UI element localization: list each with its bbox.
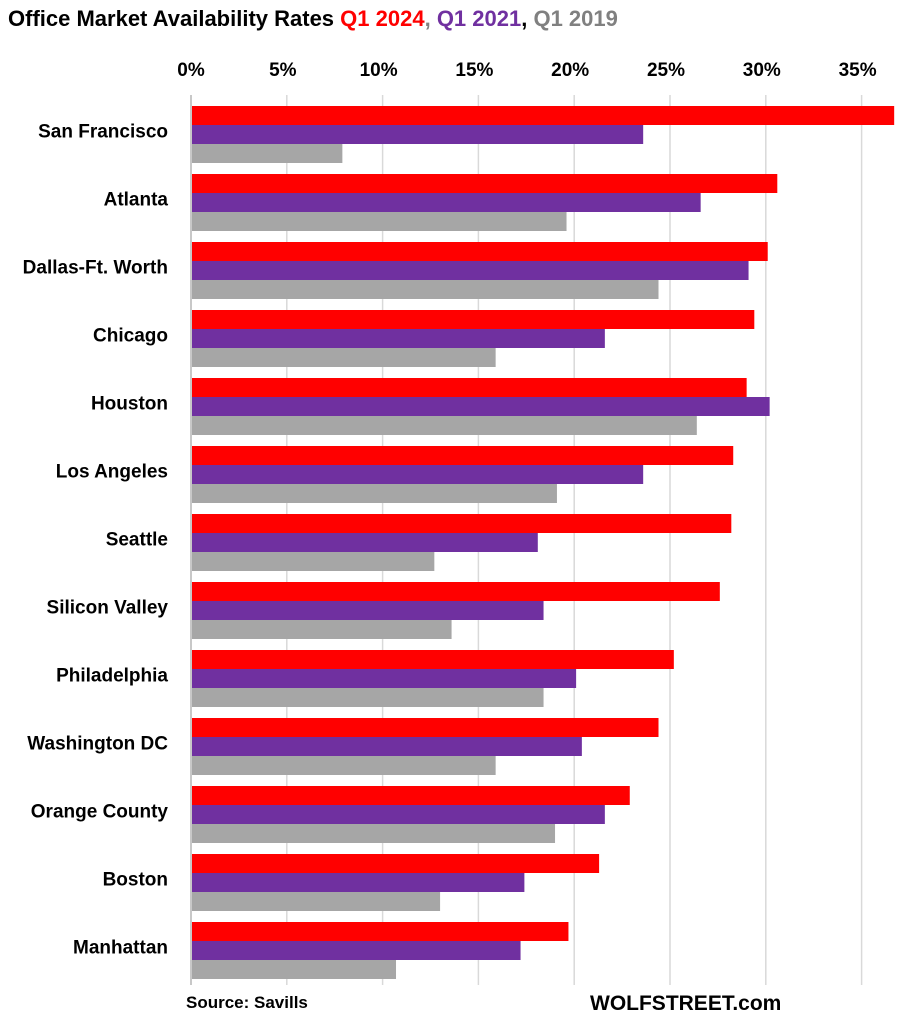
source-note: Source: Savills [186,993,308,1012]
category-label: San Francisco [38,122,168,143]
bar-group [192,378,770,435]
bar-q1-2019 [192,756,496,775]
bar-q1-2019 [192,620,452,639]
bar-q1-2021 [192,329,605,348]
watermark: WOLFSTREET.com [590,992,781,1015]
x-tick-label: 20% [551,60,589,81]
category-label: Dallas-Ft. Worth [23,258,168,279]
bar-q1-2024 [192,106,895,125]
bar-q1-2019 [192,960,397,979]
x-tick-label: 10% [360,60,398,81]
bar-q1-2021 [192,737,582,756]
bar-q1-2024 [192,446,734,465]
bar-q1-2021 [192,941,521,960]
category-label: Philadelphia [56,666,168,687]
bar-q1-2021 [192,465,644,484]
bar-q1-2021 [192,533,538,552]
title-part-0: Q1 2024 [340,6,425,31]
bar-q1-2024 [192,310,755,329]
title-part-2: Q1 2021 [437,6,521,31]
bar-q1-2021 [192,125,644,144]
x-tick-label: 15% [455,60,493,81]
bar-q1-2024 [192,922,569,941]
category-label: Boston [103,870,168,891]
category-label: Atlanta [104,190,169,211]
bar-q1-2024 [192,174,778,193]
bar-group [192,786,630,843]
category-label: Orange County [31,802,169,823]
bar-group [192,174,778,231]
bar-q1-2024 [192,378,747,397]
title-part-3: , [521,6,533,31]
category-label: Seattle [106,530,168,551]
x-tick-label: 0% [177,60,205,81]
bar-q1-2019 [192,144,343,163]
x-tick-label: 35% [839,60,877,81]
category-label: Los Angeles [56,462,168,483]
bar-q1-2021 [192,193,701,212]
bar-group [192,242,768,299]
bar-group [192,446,734,503]
bar-q1-2024 [192,242,768,261]
bar-q1-2021 [192,805,605,824]
category-label: Manhattan [73,938,168,959]
bar-group [192,514,732,571]
chart-title-prefix: Office Market Availability Rates [8,6,340,31]
bar-q1-2019 [192,892,441,911]
bar-q1-2019 [192,824,556,843]
bar-q1-2021 [192,601,544,620]
x-tick-label: 30% [743,60,781,81]
category-label: Chicago [93,326,168,347]
bar-group [192,922,569,979]
bar-q1-2024 [192,718,659,737]
bar-group [192,718,659,775]
bar-q1-2021 [192,873,525,892]
bar-group [192,106,895,163]
x-axis-tick-labels: 0% 5% 10% 15% 20% 25% 30% 35% [177,60,876,81]
bar-group [192,582,720,639]
bar-q1-2019 [192,212,567,231]
bar-q1-2024 [192,854,600,873]
category-label: Silicon Valley [47,598,169,619]
bar-q1-2021 [192,261,749,280]
bar-q1-2019 [192,484,557,503]
bar-group [192,854,600,911]
bar-q1-2024 [192,514,732,533]
bar-q1-2021 [192,669,577,688]
bar-group [192,310,755,367]
bar-q1-2019 [192,280,659,299]
category-label: Washington DC [27,734,168,755]
bar-q1-2024 [192,582,720,601]
category-labels: San Francisco Atlanta Dallas-Ft. Worth Chic… [23,122,169,959]
bar-q1-2024 [192,650,674,669]
category-label: Houston [91,394,168,415]
bar-q1-2021 [192,397,770,416]
chart-title: Office Market Availability Rates Q1 2024… [8,6,618,31]
bar-q1-2019 [192,552,435,571]
x-tick-label: 25% [647,60,685,81]
x-tick-label: 5% [269,60,297,81]
bar-group [192,650,674,707]
title-part-1: , [425,6,437,31]
bar-q1-2024 [192,786,630,805]
bar-q1-2019 [192,416,697,435]
bars [192,106,895,979]
bar-q1-2019 [192,688,544,707]
bar-q1-2019 [192,348,496,367]
title-part-4: Q1 2019 [533,6,617,31]
